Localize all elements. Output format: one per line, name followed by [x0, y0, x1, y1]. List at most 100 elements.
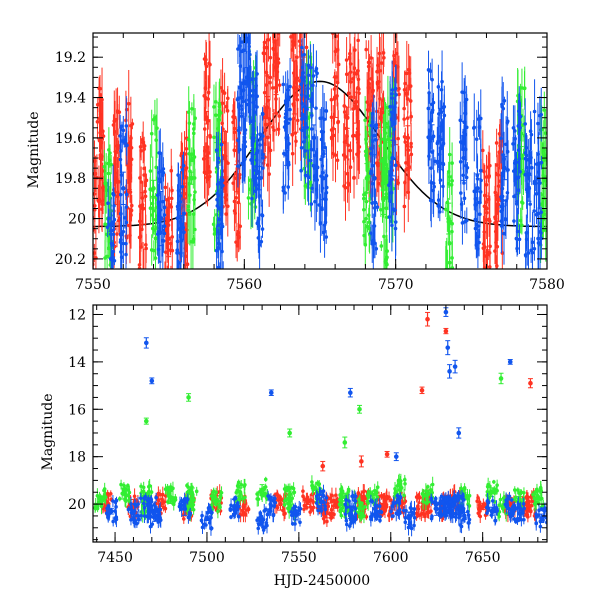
top-data-point: [532, 109, 537, 114]
bottom-plot-area: [93, 307, 547, 537]
bottom-series-green: [93, 372, 546, 525]
top-data-point: [516, 188, 521, 192]
top-data-point: [356, 149, 361, 154]
top-data-point: [309, 147, 314, 152]
top-data-point: [513, 158, 518, 162]
top-data-point: [295, 20, 299, 24]
top-data-point: [178, 234, 183, 239]
top-data-point: [170, 248, 175, 253]
top-data-point: [240, 40, 244, 44]
bottom-data-point: [190, 485, 194, 489]
top-data-point: [383, 259, 387, 264]
top-data-point: [393, 220, 398, 224]
top-data-point: [282, 151, 286, 156]
top-data-point: [164, 250, 168, 255]
top-data-point: [370, 89, 375, 94]
top-data-point: [348, 165, 353, 170]
top-plot-area: [88, 8, 547, 320]
top-data-point: [265, 73, 269, 78]
top-data-point: [182, 297, 186, 301]
top-data-point: [436, 198, 441, 202]
top-data-point: [344, 126, 349, 131]
bottom-data-point: [526, 515, 530, 519]
top-data-point: [501, 198, 505, 203]
top-data-point: [524, 254, 528, 258]
top-data-point: [495, 264, 499, 268]
top-data-point: [309, 202, 314, 206]
top-data-point: [266, 135, 270, 140]
top-data-point: [515, 229, 520, 234]
top-data-point: [168, 297, 172, 301]
top-data-point: [369, 77, 374, 81]
bottom-data-point: [291, 486, 296, 491]
top-data-point: [438, 134, 442, 139]
bottom-data-point: [325, 519, 329, 524]
top-data-point: [189, 152, 194, 156]
top-data-point: [374, 246, 379, 251]
bottom-data-point: [310, 492, 314, 497]
bottom-data-point: [314, 486, 318, 491]
top-data-point: [260, 213, 265, 218]
top-data-point: [223, 157, 228, 161]
top-data-point: [506, 168, 510, 172]
top-data-point: [428, 128, 433, 133]
top-data-point: [334, 27, 338, 31]
top-data-point: [408, 99, 413, 103]
top-data-point: [391, 110, 395, 115]
top-data-point: [248, 107, 252, 112]
top-data-point: [208, 170, 212, 174]
top-data-point: [247, 12, 251, 16]
top-data-point: [219, 178, 224, 182]
bottom-data-point: [477, 500, 482, 504]
top-data-point: [212, 232, 217, 236]
top-data-point: [170, 188, 174, 193]
top-data-point: [313, 199, 317, 204]
top-data-point: [380, 61, 384, 65]
top-data-point: [364, 153, 368, 158]
top-data-point: [104, 181, 108, 186]
top-data-point: [385, 180, 389, 185]
top-data-point: [375, 82, 380, 86]
top-data-point: [109, 269, 113, 273]
bottom-data-point: [186, 485, 190, 489]
top-data-point: [129, 213, 133, 217]
top-data-point: [303, 8, 307, 12]
bottom-data-point: [528, 380, 533, 386]
top-data-point: [212, 135, 216, 140]
top-data-point: [238, 64, 243, 68]
top-data-point: [377, 181, 381, 186]
top-axes-frame: 7550 7560 7570 7580 19.2 19.4 19.6 19.8 20 20.2: [55, 32, 565, 293]
top-data-point: [324, 109, 329, 113]
top-data-point: [459, 191, 463, 195]
top-data-point: [169, 168, 174, 173]
top-data-point: [124, 220, 129, 225]
top-data-point: [441, 141, 446, 146]
top-data-point: [297, 39, 302, 44]
top-data-point: [248, 178, 252, 183]
bottom-data-point: [146, 489, 151, 494]
top-data-point: [88, 254, 92, 258]
bottom-data-point: [275, 492, 279, 496]
top-data-point: [496, 206, 500, 211]
top-data-point: [276, 57, 281, 61]
top-data-point: [332, 87, 337, 91]
bottom-data-point: [304, 498, 309, 503]
top-data-point: [299, 145, 304, 150]
top-data-point: [311, 83, 315, 88]
top-data-point: [156, 230, 161, 234]
top-data-point: [450, 229, 454, 234]
top-data-point: [183, 191, 187, 196]
top-data-point: [393, 163, 398, 168]
top-data-point: [89, 179, 93, 183]
top-data-point: [98, 153, 103, 157]
top-data-point: [105, 225, 110, 230]
top-data-point: [236, 96, 240, 100]
bottom-data-point: [332, 498, 336, 503]
top-x-tick-label: 7580: [529, 277, 565, 293]
top-data-point: [193, 116, 197, 120]
top-data-point: [167, 271, 171, 275]
top-data-point: [313, 173, 318, 178]
top-data-point: [277, 83, 282, 87]
top-data-point: [106, 316, 110, 320]
